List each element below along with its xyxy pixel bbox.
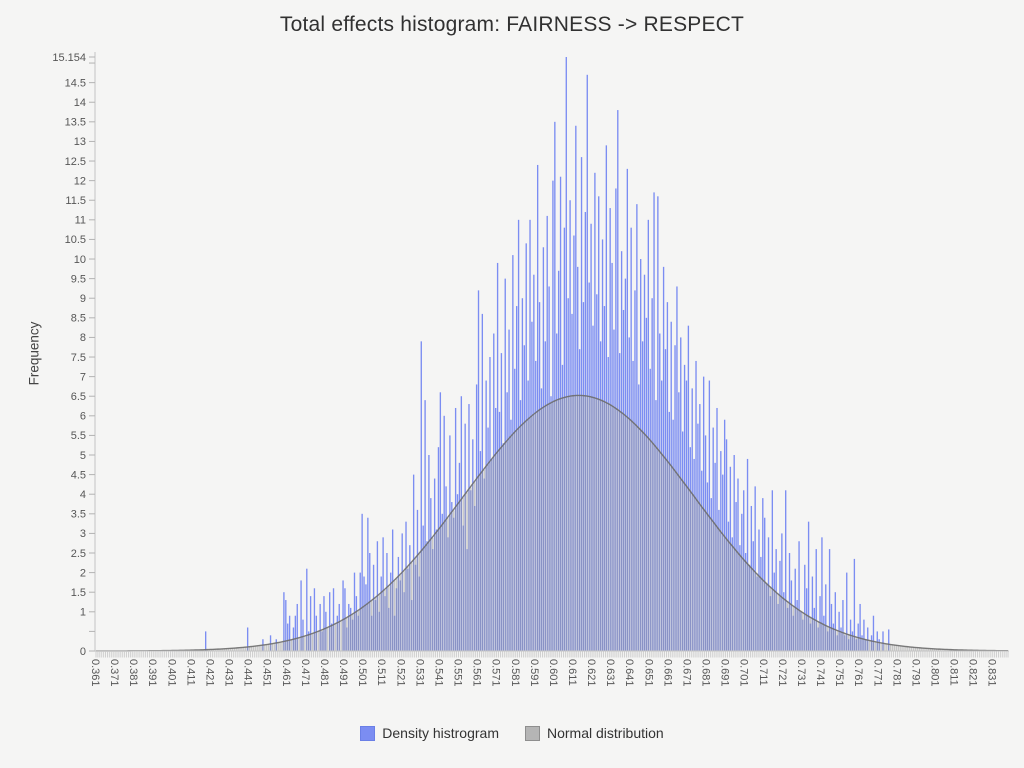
- svg-text:11: 11: [75, 215, 86, 227]
- svg-text:0.451: 0.451: [261, 659, 273, 687]
- svg-text:1: 1: [80, 607, 86, 619]
- svg-text:9.5: 9.5: [71, 273, 86, 285]
- svg-text:0.691: 0.691: [719, 659, 731, 687]
- svg-text:0.631: 0.631: [604, 659, 616, 687]
- svg-text:0.421: 0.421: [203, 659, 215, 687]
- svg-text:0.711: 0.711: [757, 659, 769, 686]
- svg-text:0.471: 0.471: [299, 659, 311, 687]
- svg-text:7: 7: [80, 371, 86, 383]
- svg-text:8.5: 8.5: [71, 313, 86, 325]
- normal-distribution-bars: [157, 395, 1002, 651]
- svg-text:0.811: 0.811: [948, 659, 960, 686]
- density-histogram-swatch: [360, 725, 376, 741]
- svg-text:5: 5: [80, 450, 86, 462]
- svg-text:0.671: 0.671: [680, 659, 692, 687]
- svg-text:6: 6: [80, 411, 86, 423]
- svg-text:0.461: 0.461: [280, 659, 292, 687]
- normal-curve: [96, 394, 1009, 652]
- svg-text:0.501: 0.501: [356, 659, 368, 687]
- svg-text:13.5: 13.5: [65, 117, 86, 129]
- svg-text:6.5: 6.5: [71, 391, 86, 403]
- svg-text:3: 3: [80, 528, 86, 540]
- svg-text:12.5: 12.5: [65, 156, 86, 168]
- svg-text:13: 13: [74, 136, 86, 148]
- density-histogram-label: Density histrogram: [382, 725, 499, 741]
- svg-text:0.491: 0.491: [337, 659, 349, 687]
- svg-text:0.621: 0.621: [585, 659, 597, 687]
- svg-text:0.551: 0.551: [452, 659, 464, 687]
- svg-text:9: 9: [80, 293, 86, 305]
- svg-text:0.531: 0.531: [413, 659, 425, 687]
- svg-text:10.5: 10.5: [65, 234, 86, 246]
- svg-text:14: 14: [74, 97, 86, 109]
- svg-text:7.5: 7.5: [71, 352, 86, 364]
- chart-canvas: 15.15414.51413.51312.51211.51110.5109.59…: [52, 52, 1009, 687]
- legend-item-density-histogram: Density histrogram: [360, 725, 499, 741]
- svg-text:0: 0: [80, 646, 86, 658]
- chart-title: Total effects histogram: FAIRNESS -> RES…: [279, 13, 745, 36]
- svg-text:2.5: 2.5: [71, 548, 86, 560]
- svg-text:3.5: 3.5: [71, 509, 86, 521]
- svg-text:0.791: 0.791: [909, 659, 921, 687]
- svg-text:5.5: 5.5: [71, 430, 86, 442]
- normal-distribution-swatch: [524, 725, 540, 741]
- svg-text:0.741: 0.741: [814, 659, 826, 687]
- svg-text:14.5: 14.5: [65, 77, 86, 89]
- svg-text:0.681: 0.681: [700, 659, 712, 687]
- svg-text:0.381: 0.381: [127, 659, 139, 687]
- svg-text:0.761: 0.761: [852, 659, 864, 687]
- svg-text:15.154: 15.154: [52, 52, 86, 64]
- svg-text:8: 8: [80, 332, 86, 344]
- svg-text:0.701: 0.701: [738, 659, 750, 687]
- svg-text:0.801: 0.801: [929, 659, 941, 687]
- svg-text:0.781: 0.781: [890, 659, 902, 687]
- svg-text:0.521: 0.521: [394, 659, 406, 687]
- svg-text:0.561: 0.561: [471, 659, 483, 687]
- svg-text:2: 2: [80, 567, 86, 579]
- svg-text:0.431: 0.431: [223, 659, 235, 687]
- legend-item-normal-distribution: Normal distribution: [524, 725, 664, 741]
- svg-text:0.401: 0.401: [165, 659, 177, 687]
- svg-text:0.751: 0.751: [833, 659, 845, 687]
- svg-text:12: 12: [74, 175, 86, 187]
- svg-text:0.441: 0.441: [242, 659, 254, 687]
- svg-text:0.731: 0.731: [795, 659, 807, 687]
- svg-text:0.641: 0.641: [623, 659, 635, 687]
- svg-text:0.771: 0.771: [871, 659, 883, 687]
- svg-text:0.481: 0.481: [318, 659, 330, 687]
- svg-text:10: 10: [74, 254, 86, 266]
- svg-text:4: 4: [80, 489, 86, 501]
- svg-text:0.611: 0.611: [566, 659, 578, 686]
- svg-text:0.541: 0.541: [432, 659, 444, 687]
- svg-text:0.371: 0.371: [108, 659, 120, 687]
- svg-text:0.831: 0.831: [986, 659, 998, 687]
- svg-text:0.721: 0.721: [776, 659, 788, 687]
- svg-text:0.601: 0.601: [547, 659, 559, 687]
- svg-text:1.5: 1.5: [71, 587, 86, 599]
- svg-text:11.5: 11.5: [65, 195, 86, 207]
- legend: Density histrogram Normal distribution: [0, 722, 1024, 744]
- svg-text:0.651: 0.651: [642, 659, 654, 687]
- normal-distribution-label: Normal distribution: [546, 725, 664, 741]
- svg-text:0.511: 0.511: [375, 659, 387, 686]
- svg-text:0.591: 0.591: [528, 659, 540, 687]
- svg-text:4.5: 4.5: [71, 469, 86, 481]
- svg-text:0.581: 0.581: [509, 659, 521, 687]
- svg-text:0.361: 0.361: [89, 659, 101, 687]
- svg-text:0.661: 0.661: [661, 659, 673, 687]
- svg-text:0.821: 0.821: [967, 659, 979, 687]
- svg-text:0.411: 0.411: [184, 659, 196, 686]
- svg-text:0.571: 0.571: [490, 659, 502, 687]
- axes: 15.15414.51413.51312.51211.51110.5109.59…: [52, 52, 1009, 687]
- svg-text:0.391: 0.391: [146, 659, 158, 687]
